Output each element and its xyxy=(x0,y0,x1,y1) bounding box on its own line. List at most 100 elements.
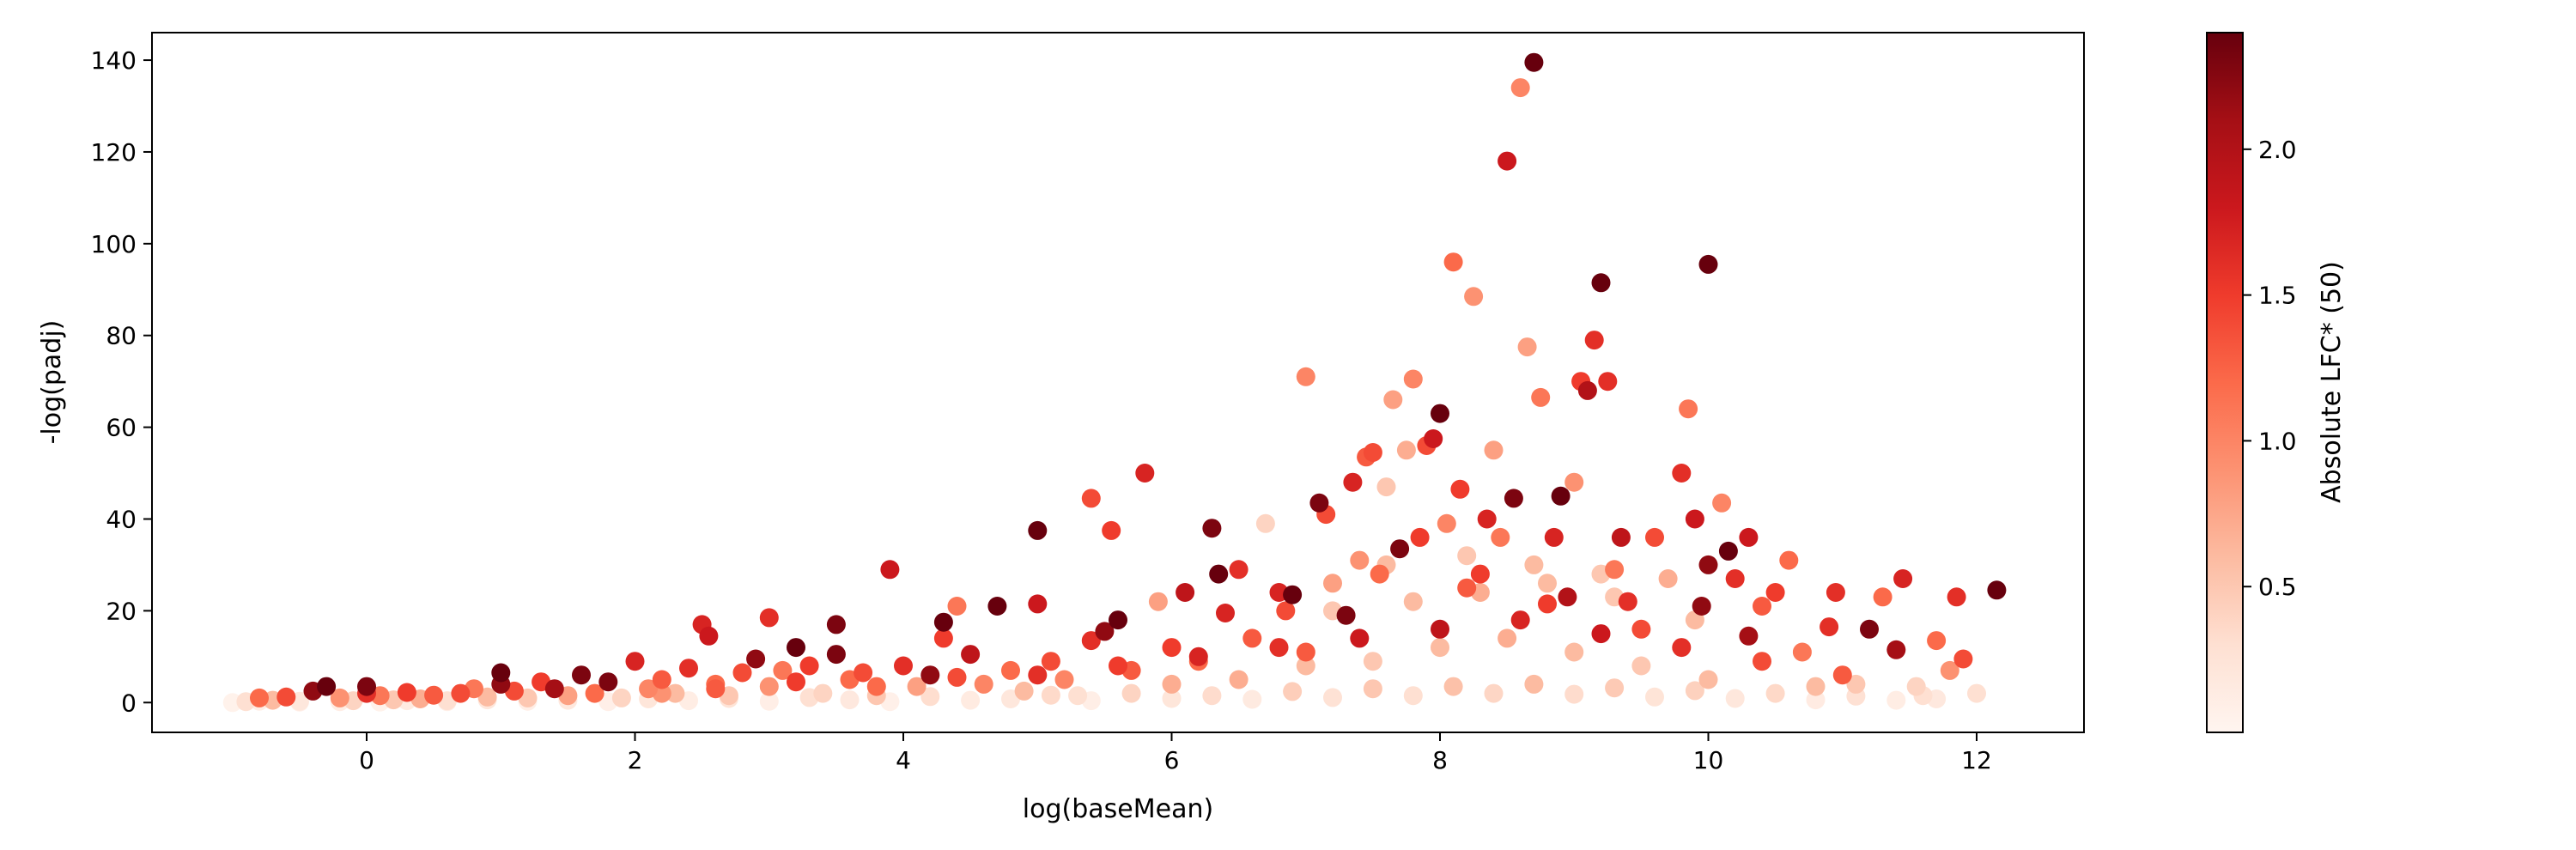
data-point xyxy=(572,665,591,685)
data-point xyxy=(491,663,511,683)
data-point xyxy=(1081,489,1101,508)
data-point xyxy=(1611,527,1631,547)
points-layer xyxy=(222,52,2007,713)
data-point xyxy=(880,560,900,580)
data-point xyxy=(1383,390,1403,410)
colorbar xyxy=(2206,32,2244,733)
data-point xyxy=(1350,628,1370,648)
y-tick-label: 120 xyxy=(91,138,137,167)
data-point xyxy=(1109,656,1127,676)
data-point xyxy=(1081,631,1101,651)
data-point xyxy=(1698,670,1718,689)
data-point xyxy=(1443,252,1463,272)
data-point xyxy=(1538,594,1557,614)
data-point xyxy=(1531,387,1551,407)
data-point xyxy=(1028,594,1048,614)
data-point xyxy=(1591,273,1611,293)
data-point xyxy=(854,663,873,683)
y-axis-ticks: 0 20 40 60 80 100 120 140 xyxy=(91,46,152,717)
data-point xyxy=(357,677,376,696)
data-point xyxy=(826,645,846,665)
data-point xyxy=(330,688,349,707)
data-point xyxy=(1269,638,1289,658)
data-point xyxy=(1229,560,1249,580)
data-point xyxy=(1832,665,1852,685)
data-point xyxy=(397,683,416,702)
data-point xyxy=(759,677,779,696)
data-point xyxy=(1296,367,1315,386)
data-point xyxy=(1001,660,1020,680)
data-point xyxy=(1712,493,1732,513)
data-point xyxy=(1095,622,1115,641)
data-point xyxy=(1363,679,1382,699)
data-point xyxy=(1242,689,1262,709)
data-point xyxy=(1450,479,1470,499)
x-tick-label: 0 xyxy=(359,746,374,774)
data-point xyxy=(1698,254,1718,274)
colorbar-tick-label: 1.5 xyxy=(2258,282,2297,310)
data-point xyxy=(451,683,471,703)
data-point xyxy=(894,656,913,676)
data-point xyxy=(1121,683,1141,703)
data-point xyxy=(787,638,805,658)
data-point xyxy=(1551,486,1571,506)
data-point xyxy=(665,683,685,703)
data-point xyxy=(1940,660,1959,680)
data-point xyxy=(1739,626,1759,646)
data-point xyxy=(1886,690,1906,710)
data-point xyxy=(1685,681,1704,701)
data-point xyxy=(1584,331,1604,350)
data-point xyxy=(1558,587,1577,607)
data-point xyxy=(1431,404,1449,423)
data-point xyxy=(1390,539,1410,559)
data-point xyxy=(1806,677,1826,696)
data-point xyxy=(1209,564,1229,584)
data-point xyxy=(706,679,726,699)
data-point xyxy=(1477,509,1497,529)
data-point xyxy=(585,683,605,703)
data-point xyxy=(1718,541,1738,561)
data-point xyxy=(746,649,766,669)
data-point xyxy=(1873,587,1893,607)
x-tick-label: 8 xyxy=(1432,746,1448,774)
data-point xyxy=(1135,464,1155,483)
data-point xyxy=(840,690,860,710)
data-point xyxy=(1403,686,1423,706)
data-point xyxy=(652,670,671,689)
data-point xyxy=(1658,569,1678,588)
data-point xyxy=(920,687,940,707)
data-point xyxy=(1255,513,1275,533)
data-point xyxy=(317,677,337,696)
data-point xyxy=(1229,670,1249,689)
data-point xyxy=(1510,610,1530,630)
data-point xyxy=(1343,472,1363,492)
data-point xyxy=(1739,527,1759,547)
data-point xyxy=(699,626,719,646)
data-point xyxy=(1410,527,1430,547)
colorbar-tick-label: 2.0 xyxy=(2258,136,2297,164)
data-point xyxy=(1524,674,1544,694)
data-point xyxy=(1645,687,1664,707)
colorbar-tick-label: 0.5 xyxy=(2258,573,2297,601)
data-point xyxy=(1162,689,1182,708)
data-point xyxy=(1893,569,1913,588)
data-point xyxy=(1927,631,1947,651)
data-point xyxy=(1826,583,1845,602)
data-point xyxy=(611,688,631,707)
data-point xyxy=(759,608,779,628)
data-point xyxy=(1470,564,1490,584)
data-point xyxy=(759,691,779,711)
data-point xyxy=(1886,640,1906,659)
data-point xyxy=(1202,519,1222,538)
data-point xyxy=(1162,638,1182,658)
data-point xyxy=(1672,464,1692,483)
data-point xyxy=(1109,610,1127,630)
data-point xyxy=(1753,652,1771,671)
data-point xyxy=(1987,580,2007,600)
y-tick-label: 80 xyxy=(106,322,137,350)
data-point xyxy=(1524,52,1544,72)
colorbar-ticks: 0.5 1.0 1.5 2.0 xyxy=(2243,136,2297,601)
data-point xyxy=(1577,380,1597,400)
data-point xyxy=(1645,527,1664,547)
data-point xyxy=(1484,440,1504,460)
